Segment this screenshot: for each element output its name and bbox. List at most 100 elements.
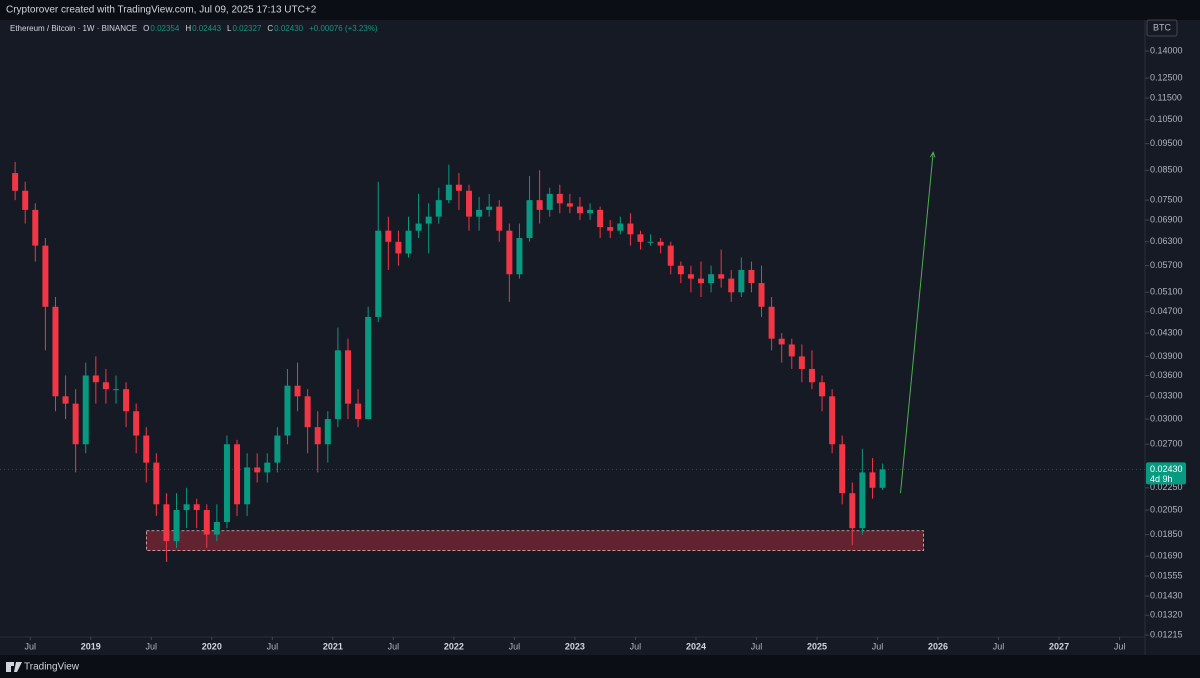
ohlc-value: 0.02354 <box>150 24 179 33</box>
candle-body <box>42 245 49 307</box>
candle-body <box>506 230 513 275</box>
candle-body <box>536 200 543 210</box>
x-tick-label: Jul <box>751 641 763 651</box>
candle-body <box>153 462 160 505</box>
candle-body <box>849 493 856 529</box>
ohlc-label: H <box>185 24 191 33</box>
candle-body <box>627 223 634 235</box>
x-tick-label: 2026 <box>928 641 948 651</box>
candle-body <box>203 510 210 535</box>
candle-body <box>687 274 694 279</box>
candle-body <box>556 193 563 204</box>
candle-body <box>839 444 846 494</box>
candle-body <box>102 382 109 390</box>
y-tick-label: 0.01215 <box>1150 629 1183 639</box>
y-tick-label: 0.12500 <box>1150 72 1183 82</box>
candle-body <box>112 389 119 391</box>
candle-body <box>82 375 89 445</box>
legend: Ethereum / Bitcoin · 1W · BINANCE O 0.0235… <box>10 24 378 33</box>
candle-body <box>637 234 644 242</box>
candle-body <box>798 356 805 369</box>
candle-body <box>587 209 594 214</box>
x-tick-label: Jul <box>25 641 37 651</box>
candle-body <box>738 269 745 293</box>
candle-body <box>143 435 150 463</box>
y-tick-label: 0.01555 <box>1150 570 1183 580</box>
currency: BTC <box>1153 22 1172 32</box>
candle-body <box>123 389 130 412</box>
candle-body <box>223 444 230 522</box>
candle-body <box>365 316 372 420</box>
candle-body <box>324 419 331 445</box>
ohlc-label: C <box>267 24 273 33</box>
y-tick-label: 0.03300 <box>1150 391 1183 401</box>
y-tick-label: 0.11500 <box>1150 92 1182 102</box>
candle-body <box>375 230 382 317</box>
y-tick-label: 0.02050 <box>1150 504 1183 514</box>
x-tick-label: 2021 <box>323 641 343 651</box>
candle-body <box>808 368 815 383</box>
y-tick-label: 0.08500 <box>1150 165 1183 175</box>
change: +0.00076 (+3.23%) <box>309 24 378 33</box>
candle-body <box>314 427 321 445</box>
candle-body <box>163 504 170 542</box>
candle-body <box>12 173 19 191</box>
candle-body <box>133 411 140 436</box>
candle-body <box>566 203 573 207</box>
candle-body <box>455 184 462 191</box>
y-tick-label: 0.05100 <box>1150 287 1183 297</box>
y-tick-label: 0.01320 <box>1150 610 1183 620</box>
x-tick-label: Jul <box>630 641 642 651</box>
y-tick-label: 0.04700 <box>1150 306 1183 316</box>
candle-body <box>62 396 69 404</box>
candle-body <box>183 504 190 511</box>
candle-body <box>697 278 704 284</box>
candle-body <box>304 396 311 428</box>
candle-body <box>778 338 785 345</box>
candle-body <box>193 504 200 511</box>
candle-body <box>879 469 886 488</box>
candle-body <box>819 382 826 397</box>
x-tick-label: 2022 <box>444 641 464 651</box>
y-tick-label: 0.03000 <box>1150 413 1183 423</box>
candle-body <box>355 403 362 420</box>
x-tick-label: 2025 <box>807 641 827 651</box>
candle-body <box>244 467 251 505</box>
footer-bar <box>0 655 1200 678</box>
y-tick-label: 0.07500 <box>1150 195 1183 205</box>
ohlc-value: 0.02430 <box>274 24 303 33</box>
y-tick-label: 0.02700 <box>1150 439 1183 449</box>
candle-body <box>768 306 775 339</box>
candle-body <box>466 190 473 217</box>
ohlc-value: 0.02327 <box>232 24 261 33</box>
candle-body <box>22 190 29 210</box>
candle-body <box>486 206 493 210</box>
candle-body <box>72 403 79 445</box>
candle-body <box>32 209 39 246</box>
ohlc-label: O <box>143 24 149 33</box>
candle-body <box>708 274 715 284</box>
last-price-label: 0.02430 <box>1150 464 1183 474</box>
candle-body <box>385 230 392 242</box>
x-tick-label: Jul <box>993 641 1005 651</box>
y-tick-label: 0.02250 <box>1150 482 1183 492</box>
y-tick-label: 0.06900 <box>1150 214 1183 224</box>
candle-body <box>415 223 422 231</box>
x-tick-label: 2023 <box>565 641 585 651</box>
y-tick-label: 0.01850 <box>1150 529 1183 539</box>
candle-body <box>859 472 866 529</box>
candle-body <box>445 184 452 201</box>
candle-body <box>213 521 220 535</box>
ohlc-label: L <box>227 24 232 33</box>
y-tick-label: 0.04300 <box>1150 327 1183 337</box>
candle-body <box>344 350 351 404</box>
x-tick-label: Jul <box>509 641 521 651</box>
y-tick-label: 0.06300 <box>1150 236 1183 246</box>
brand: TradingView <box>24 662 80 673</box>
candle-body <box>334 350 341 420</box>
y-tick-label: 0.09500 <box>1150 138 1183 148</box>
credit-bar <box>0 0 1200 20</box>
candle-body <box>748 269 755 284</box>
candle-body <box>718 274 725 279</box>
